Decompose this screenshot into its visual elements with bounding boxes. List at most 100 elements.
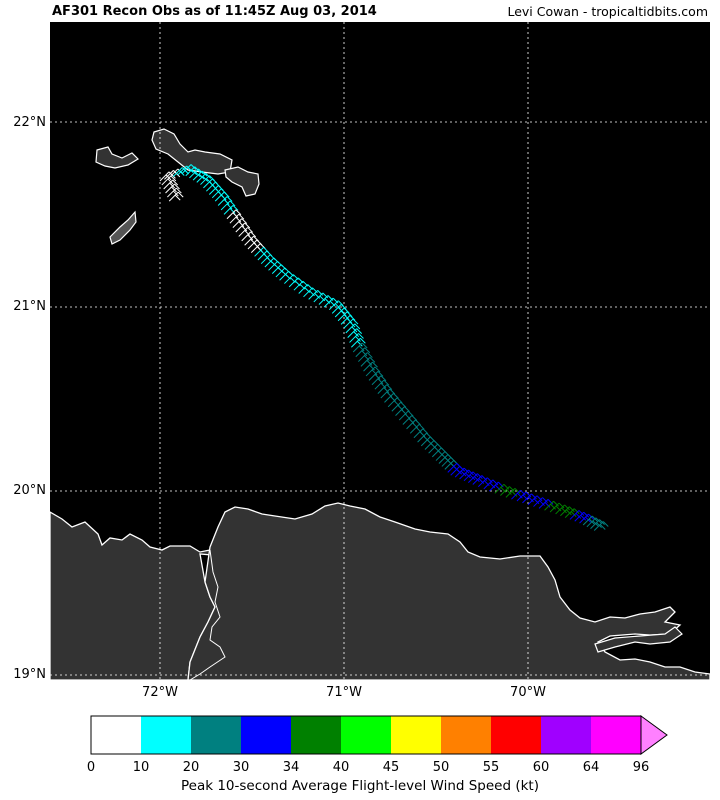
grid-lines	[50, 22, 710, 680]
colorbar-segment	[441, 716, 491, 754]
colorbar-tick-label: 60	[532, 760, 550, 775]
colorbar-segment	[141, 716, 191, 754]
hispaniola-land-east	[187, 502, 710, 680]
wind-barb	[522, 493, 537, 504]
wind-barb	[345, 323, 361, 334]
wind-barb	[357, 352, 373, 362]
lon-label-71w: 71°W	[326, 685, 362, 700]
colorbar-segment	[191, 716, 241, 754]
samana-land	[594, 626, 683, 653]
wind-barb	[334, 307, 350, 318]
wind-barb	[163, 179, 179, 190]
colorbar-tick-label: 30	[232, 760, 250, 775]
wind-barb	[463, 471, 479, 482]
wind-barb	[343, 318, 359, 329]
wind-barb	[377, 384, 393, 394]
wind-barb	[232, 218, 248, 228]
lon-label-72w: 72°W	[142, 685, 178, 700]
wind-barb	[593, 521, 609, 531]
lat-label-21n: 21°N	[13, 299, 46, 314]
wind-barb	[217, 196, 233, 206]
wind-barb	[549, 502, 565, 513]
wind-barb	[189, 168, 204, 179]
lat-label-20n: 20°N	[13, 483, 46, 498]
turks-island	[109, 210, 137, 245]
wind-barb	[574, 511, 590, 522]
wind-barb	[229, 213, 245, 224]
wind-barb	[235, 222, 251, 233]
colorbar-tick-label: 55	[482, 760, 500, 775]
wind-barb	[331, 304, 347, 314]
map-canvas	[50, 22, 710, 680]
credit-text: Levi Cowan - tropicaltidbits.com	[507, 4, 708, 19]
wind-barb	[196, 172, 212, 183]
wind-barb	[328, 300, 344, 311]
colorbar-segment	[241, 716, 291, 754]
wind-barb	[468, 473, 483, 483]
wind-barb	[220, 200, 236, 211]
hispaniola-land	[50, 511, 216, 680]
wind-barb	[192, 170, 208, 181]
wind-barb	[560, 506, 575, 517]
wind-barb	[500, 486, 515, 496]
wind-barb	[347, 328, 363, 339]
wind-barb	[374, 379, 390, 390]
wind-barb	[349, 333, 364, 343]
wind-barb	[241, 231, 257, 242]
wind-barb	[185, 166, 201, 177]
wind-barb	[454, 467, 470, 478]
colorbar-tick-label: 64	[582, 760, 600, 775]
colorbar-segment	[341, 716, 391, 754]
map-title: AF301 Recon Obs as of 11:45Z Aug 03, 201…	[52, 4, 377, 19]
wind-barb	[352, 342, 368, 353]
wind-barb	[238, 227, 254, 237]
wind-barb	[533, 497, 548, 507]
colorbar-tick-label: 0	[86, 760, 96, 775]
colorbar-tick-label: 20	[182, 760, 200, 775]
wind-barbs	[159, 164, 609, 531]
wind-barb	[544, 500, 559, 511]
caicos-island-1	[95, 146, 139, 169]
wind-barb	[365, 366, 381, 377]
wind-barb	[181, 164, 197, 174]
wind-barb	[505, 488, 521, 498]
colorbar	[90, 715, 680, 759]
lat-label-19n: 19°N	[13, 667, 46, 682]
wind-barb	[351, 337, 366, 348]
caicos-island-2	[151, 128, 233, 175]
wind-barb	[360, 356, 376, 367]
caicos-island-3	[224, 166, 260, 197]
colorbar-outline	[90, 715, 642, 755]
wind-barb	[168, 191, 184, 202]
wind-barb	[226, 209, 242, 220]
wind-barb	[355, 347, 371, 358]
colorbar-label: Peak 10-second Average Flight-level Wind…	[181, 778, 539, 794]
recon-map[interactable]	[50, 22, 710, 680]
wind-barb	[340, 315, 356, 325]
country-border	[189, 549, 226, 680]
wind-barb	[527, 495, 543, 506]
colorbar-segment	[591, 716, 641, 754]
colorbar-segment	[391, 716, 441, 754]
wind-barb	[511, 489, 526, 500]
colorbar-extend-arrow	[640, 715, 668, 755]
lon-label-70w: 70°W	[510, 685, 546, 700]
colorbar-segment	[291, 716, 341, 754]
colorbar-scale	[90, 715, 668, 755]
wind-barb	[165, 183, 180, 194]
wind-barb	[450, 465, 466, 476]
wind-barb	[569, 510, 585, 520]
colorbar-tick-label: 34	[282, 760, 300, 775]
wind-barb	[555, 504, 570, 515]
colorbar-tick-label: 96	[632, 760, 650, 775]
wind-barb	[214, 191, 230, 202]
colorbar-segment	[541, 716, 591, 754]
colorbar-tick-label: 40	[332, 760, 350, 775]
colorbar-tick-label: 45	[382, 760, 400, 775]
wind-barb	[564, 508, 580, 518]
wind-barb	[167, 187, 182, 198]
wind-barb	[459, 469, 474, 480]
colorbar-segment	[491, 716, 541, 754]
colorbar-tick-label: 10	[132, 760, 150, 775]
wind-barb	[368, 370, 384, 381]
